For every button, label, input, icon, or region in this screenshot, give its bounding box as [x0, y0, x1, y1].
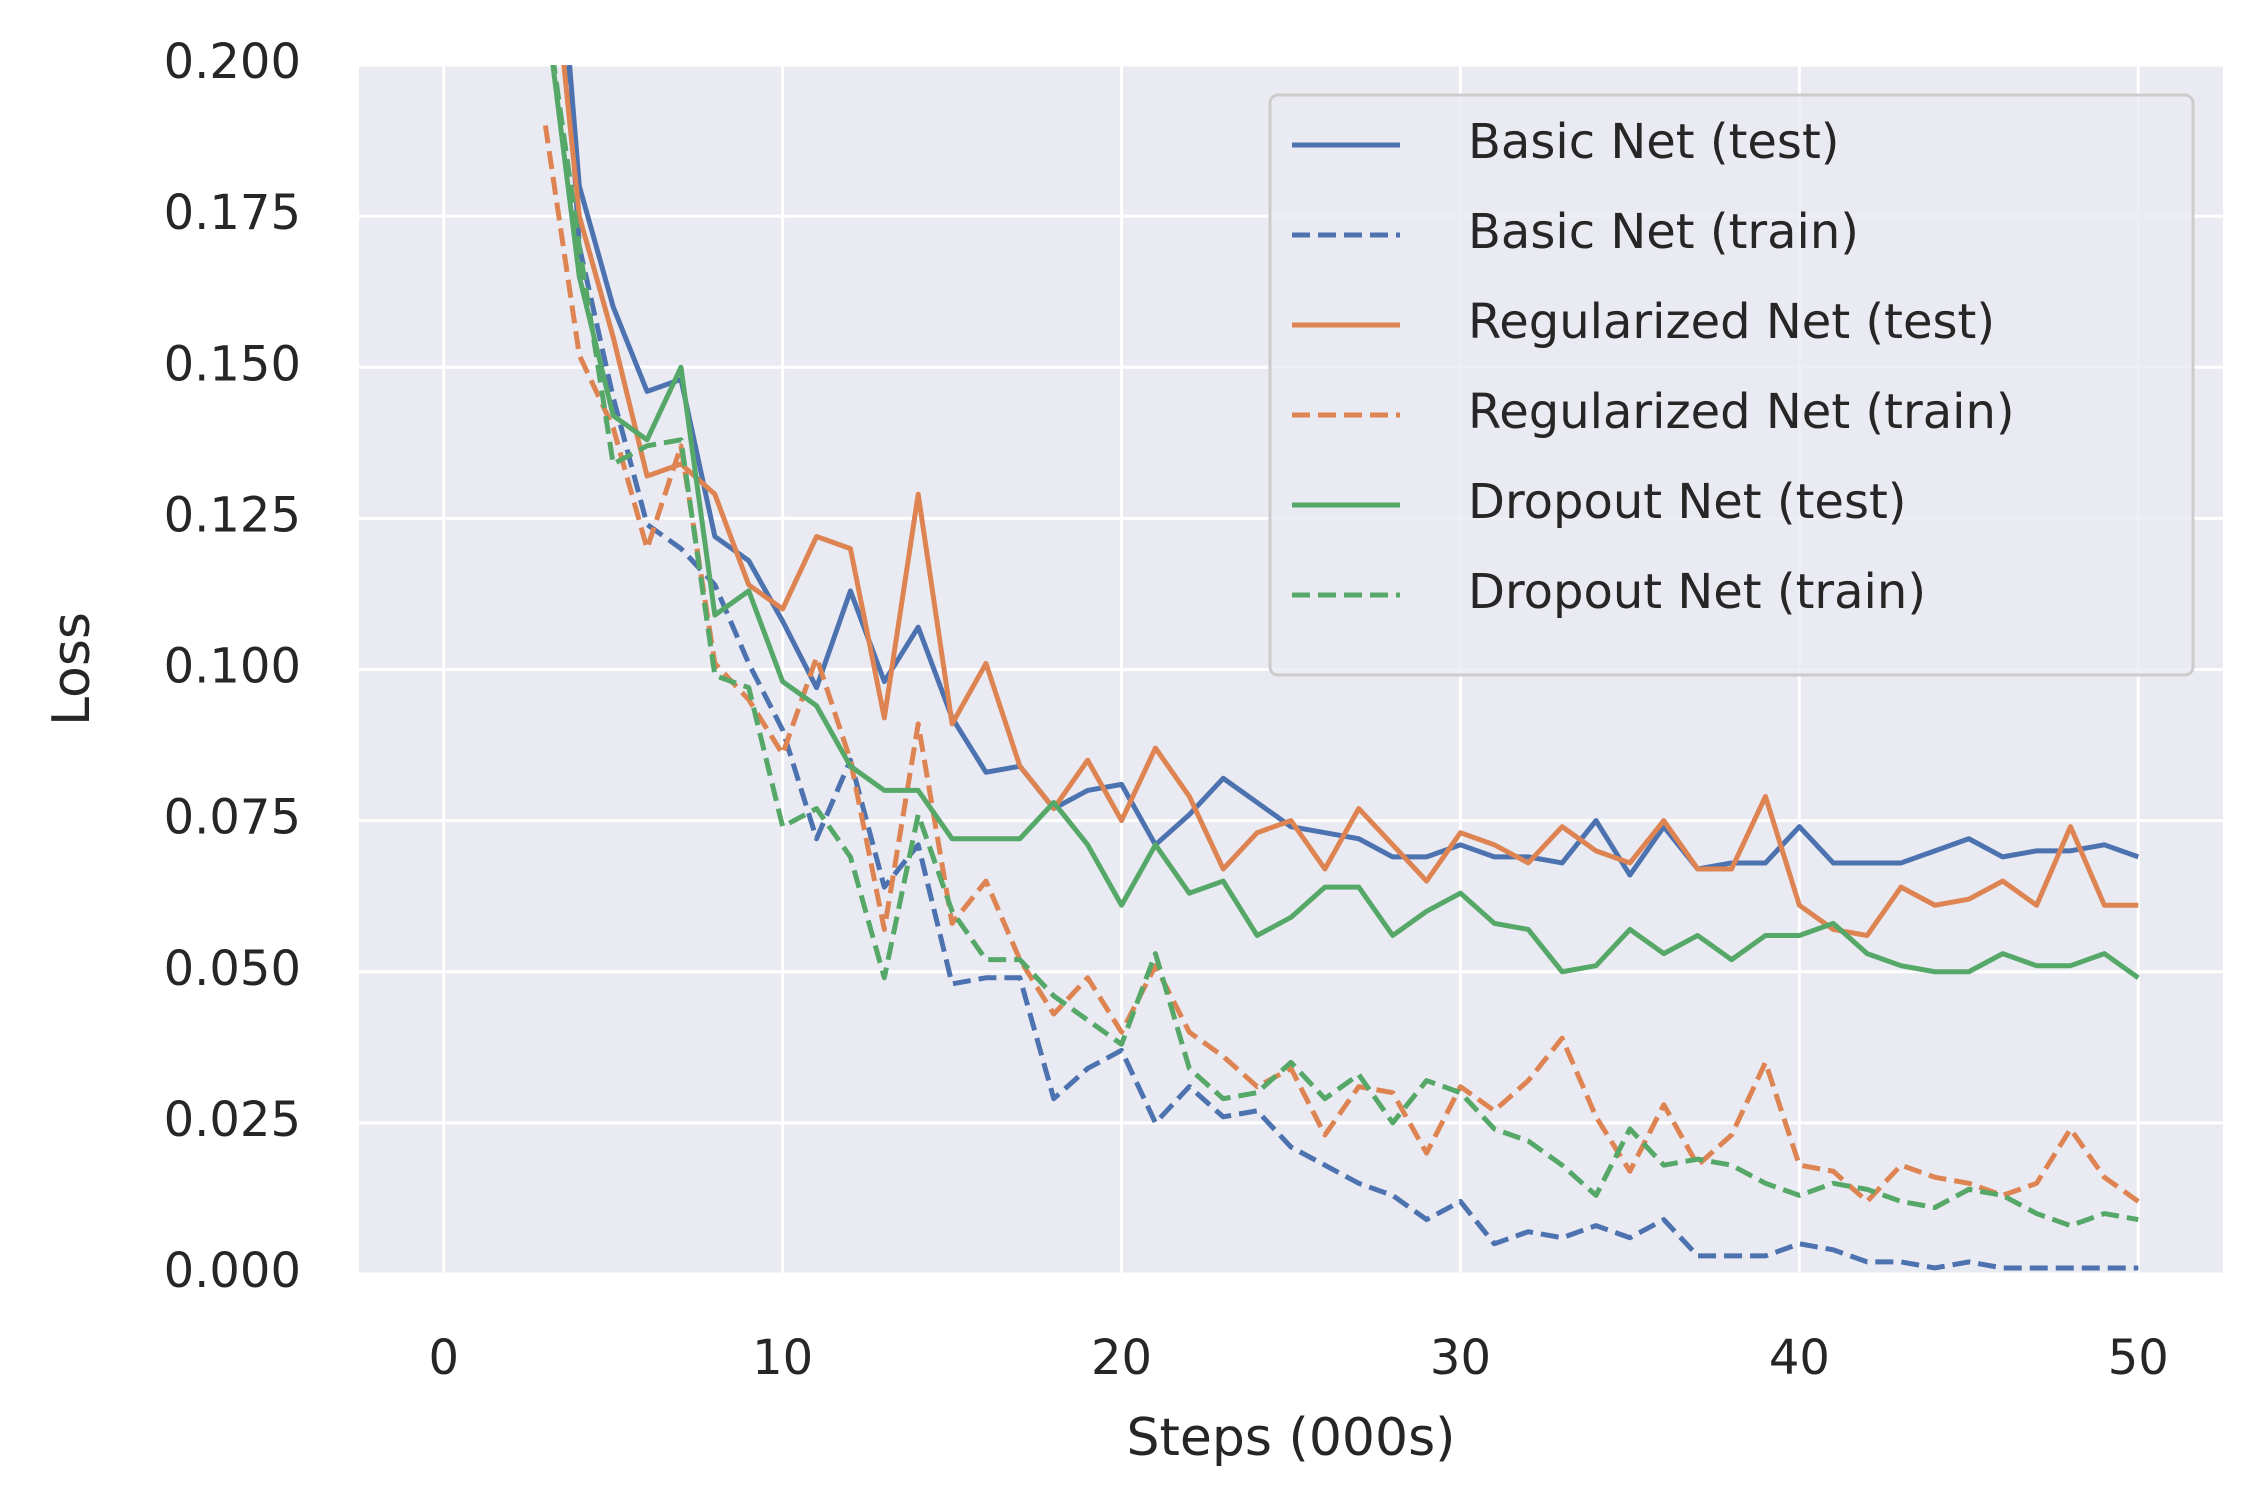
legend-label: Basic Net (test): [1468, 114, 1839, 170]
y-tick-label: 0.050: [164, 941, 301, 997]
x-tick-label: 10: [752, 1330, 813, 1386]
x-tick-label: 0: [428, 1330, 459, 1386]
x-tick-label: 30: [1430, 1330, 1491, 1386]
legend-label: Dropout Net (test): [1468, 474, 1907, 530]
series-line: [565, 65, 2139, 1271]
y-tick-label: 0.150: [164, 336, 301, 392]
legend-label: Basic Net (train): [1468, 204, 1859, 260]
x-axis-label: Steps (000s): [1127, 1408, 1456, 1468]
y-tick-label: 0.175: [164, 185, 301, 241]
x-tick-label: 20: [1091, 1330, 1152, 1386]
lines: [542, 65, 2140, 1271]
legend-box: [1268, 93, 2195, 677]
y-axis-label: Loss: [42, 612, 102, 726]
y-tick-label: 0.000: [164, 1243, 301, 1299]
series-line: [542, 125, 2140, 1204]
y-tick-label: 0.200: [164, 34, 301, 90]
legend-label: Regularized Net (test): [1468, 294, 1995, 350]
series-line: [551, 65, 2139, 1229]
series-line: [550, 65, 2140, 980]
y-tick-label: 0.100: [164, 639, 301, 695]
legend-label: Dropout Net (train): [1468, 564, 1926, 620]
y-tick-label: 0.025: [164, 1092, 301, 1148]
series-line: [561, 65, 2139, 938]
x-tick-label: 40: [1769, 1330, 1830, 1386]
x-tick-label: 50: [2108, 1330, 2169, 1386]
legend: Basic Net (test) Basic Net (train) Regular…: [1268, 93, 2195, 677]
ticks: 0.000 0.025 0.050 0.075 0.100 0.125 0.150 0.175…: [164, 34, 2169, 1386]
y-tick-label: 0.125: [164, 487, 301, 543]
y-tick-label: 0.075: [164, 790, 301, 846]
legend-label: Regularized Net (train): [1468, 384, 2015, 440]
